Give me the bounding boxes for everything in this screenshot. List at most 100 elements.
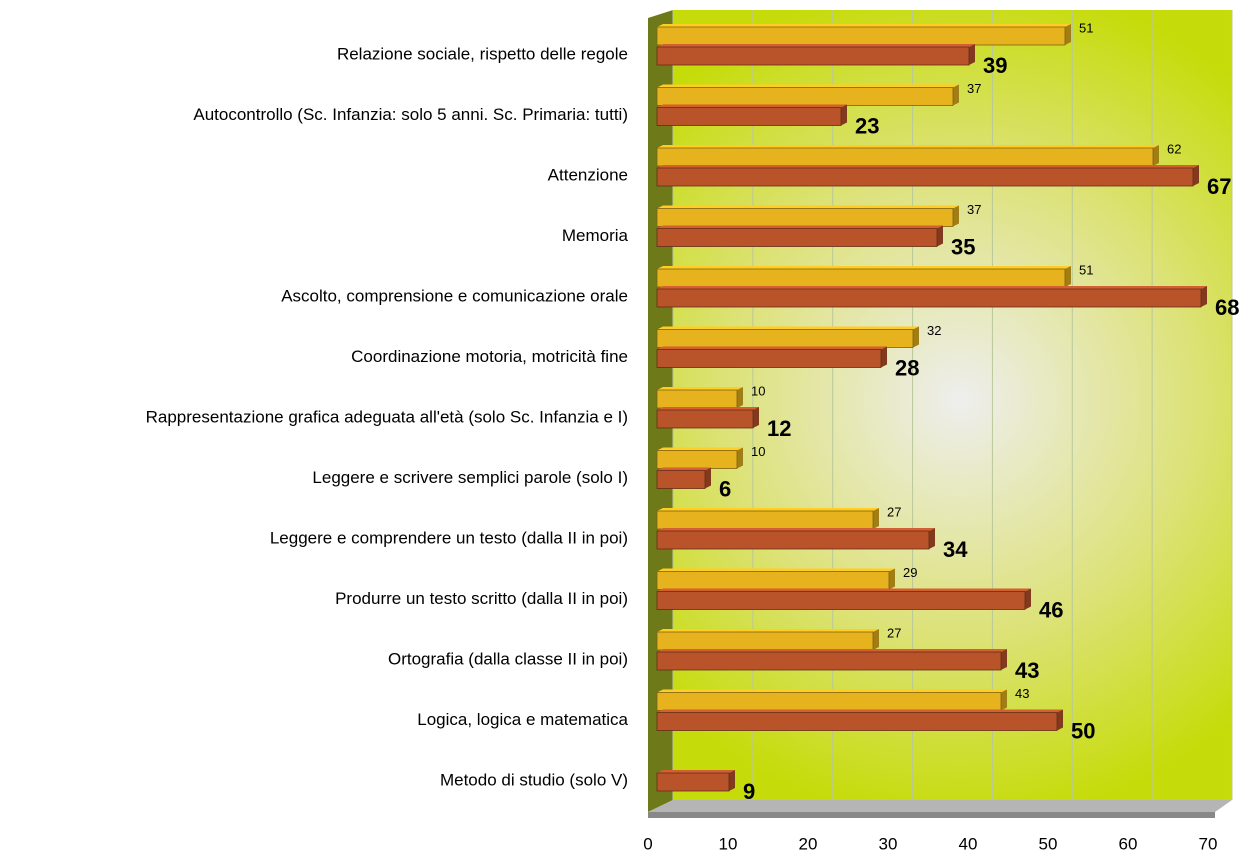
data-label: 67: [1207, 174, 1231, 199]
bar-side: [1001, 649, 1007, 670]
bar: [656, 530, 930, 550]
bar: [656, 470, 706, 489]
data-label: 51: [1079, 262, 1093, 277]
bar-top: [657, 346, 887, 350]
x-tick-label: 40: [959, 834, 978, 853]
bar: [656, 167, 1194, 187]
y-tick-label: Rappresentazione grafica adeguata all'et…: [146, 407, 628, 426]
bar-side: [929, 528, 935, 549]
data-label: 43: [1015, 686, 1029, 701]
bar-side: [705, 467, 711, 489]
bar-side: [1057, 709, 1063, 731]
bar-top: [657, 649, 1007, 652]
bar: [656, 712, 1058, 731]
data-label: 27: [887, 625, 901, 640]
bar-side: [873, 508, 879, 529]
bar-side: [881, 346, 887, 368]
bar-top: [657, 104, 847, 108]
bar-top: [657, 568, 895, 572]
bar-top: [657, 225, 943, 229]
bar-side: [1025, 588, 1031, 610]
bar: [656, 510, 874, 530]
bar: [656, 692, 1002, 711]
y-tick-label: Coordinazione motoria, motricità fine: [351, 347, 628, 366]
data-label: 23: [855, 113, 879, 138]
x-tick-label: 20: [799, 834, 818, 853]
bar: [656, 389, 738, 409]
bar-side: [1193, 165, 1199, 186]
data-label: 32: [927, 323, 941, 338]
data-label: 34: [943, 537, 968, 562]
y-tick-label: Produrre un testo scritto (dalla II in p…: [335, 589, 628, 608]
bar-side: [729, 770, 735, 791]
data-label: 10: [751, 444, 765, 459]
data-label: 62: [1167, 141, 1181, 156]
bar-top: [657, 528, 935, 531]
bar-side: [969, 44, 975, 65]
x-tick-label: 70: [1199, 834, 1218, 853]
data-label: 27: [887, 504, 901, 519]
bar: [656, 772, 730, 792]
data-label: 43: [1015, 658, 1039, 683]
bar-side: [937, 225, 943, 247]
data-label: 68: [1215, 295, 1239, 320]
y-tick-label: Ortografia (dalla classe II in poi): [388, 649, 628, 668]
data-label: 28: [895, 355, 919, 380]
bar: [656, 26, 1066, 46]
data-label: 10: [751, 383, 765, 398]
y-tick-label: Logica, logica e matematica: [417, 710, 628, 729]
bar: [656, 571, 890, 590]
data-label: 35: [951, 234, 975, 259]
bar: [656, 87, 954, 106]
bar: [656, 147, 1154, 167]
y-tick-label: Ascolto, comprensione e comunicazione or…: [281, 286, 628, 305]
bar: [656, 208, 954, 227]
bar-side: [1153, 145, 1159, 166]
bar-top: [657, 407, 759, 410]
bar-side: [1201, 286, 1207, 307]
y-tick-label: Leggere e scrivere semplici parole (solo…: [312, 468, 628, 487]
bar: [656, 349, 882, 368]
bar-side: [889, 568, 895, 590]
data-label: 37: [967, 202, 981, 217]
y-tick-label: Memoria: [562, 226, 629, 245]
bar-top: [657, 84, 959, 88]
x-tick-label: 50: [1039, 834, 1058, 853]
bar-top: [657, 24, 1071, 27]
bar-side: [1001, 689, 1007, 711]
bar: [656, 329, 914, 348]
bar-top: [657, 145, 1159, 148]
bar-top: [657, 165, 1199, 168]
bar-top: [657, 286, 1207, 289]
data-label: 9: [743, 779, 755, 804]
data-label: 39: [983, 53, 1007, 78]
bar-side: [1065, 24, 1071, 45]
bar-side: [753, 407, 759, 428]
bar: [656, 591, 1026, 610]
bar: [656, 409, 754, 429]
x-tick-label: 60: [1119, 834, 1138, 853]
bar-side: [737, 447, 743, 469]
bar: [656, 268, 1066, 288]
bar-side: [953, 84, 959, 106]
data-label: 50: [1071, 718, 1095, 743]
bar-top: [657, 326, 919, 330]
data-label: 46: [1039, 597, 1063, 622]
x-tick-label: 0: [643, 834, 652, 853]
floor: [648, 800, 1232, 812]
x-tick-label: 30: [879, 834, 898, 853]
bar-top: [657, 266, 1071, 269]
bar-top: [657, 205, 959, 209]
bar-top: [657, 44, 975, 47]
y-tick-label: Attenzione: [548, 165, 628, 184]
bar: [656, 107, 842, 126]
bar-top: [657, 689, 1007, 693]
bar-top: [657, 387, 743, 390]
data-label: 29: [903, 565, 917, 580]
data-label: 12: [767, 416, 791, 441]
bar-side: [1065, 266, 1071, 287]
bar: [656, 46, 970, 66]
bar: [656, 450, 738, 469]
bar-top: [657, 770, 735, 773]
